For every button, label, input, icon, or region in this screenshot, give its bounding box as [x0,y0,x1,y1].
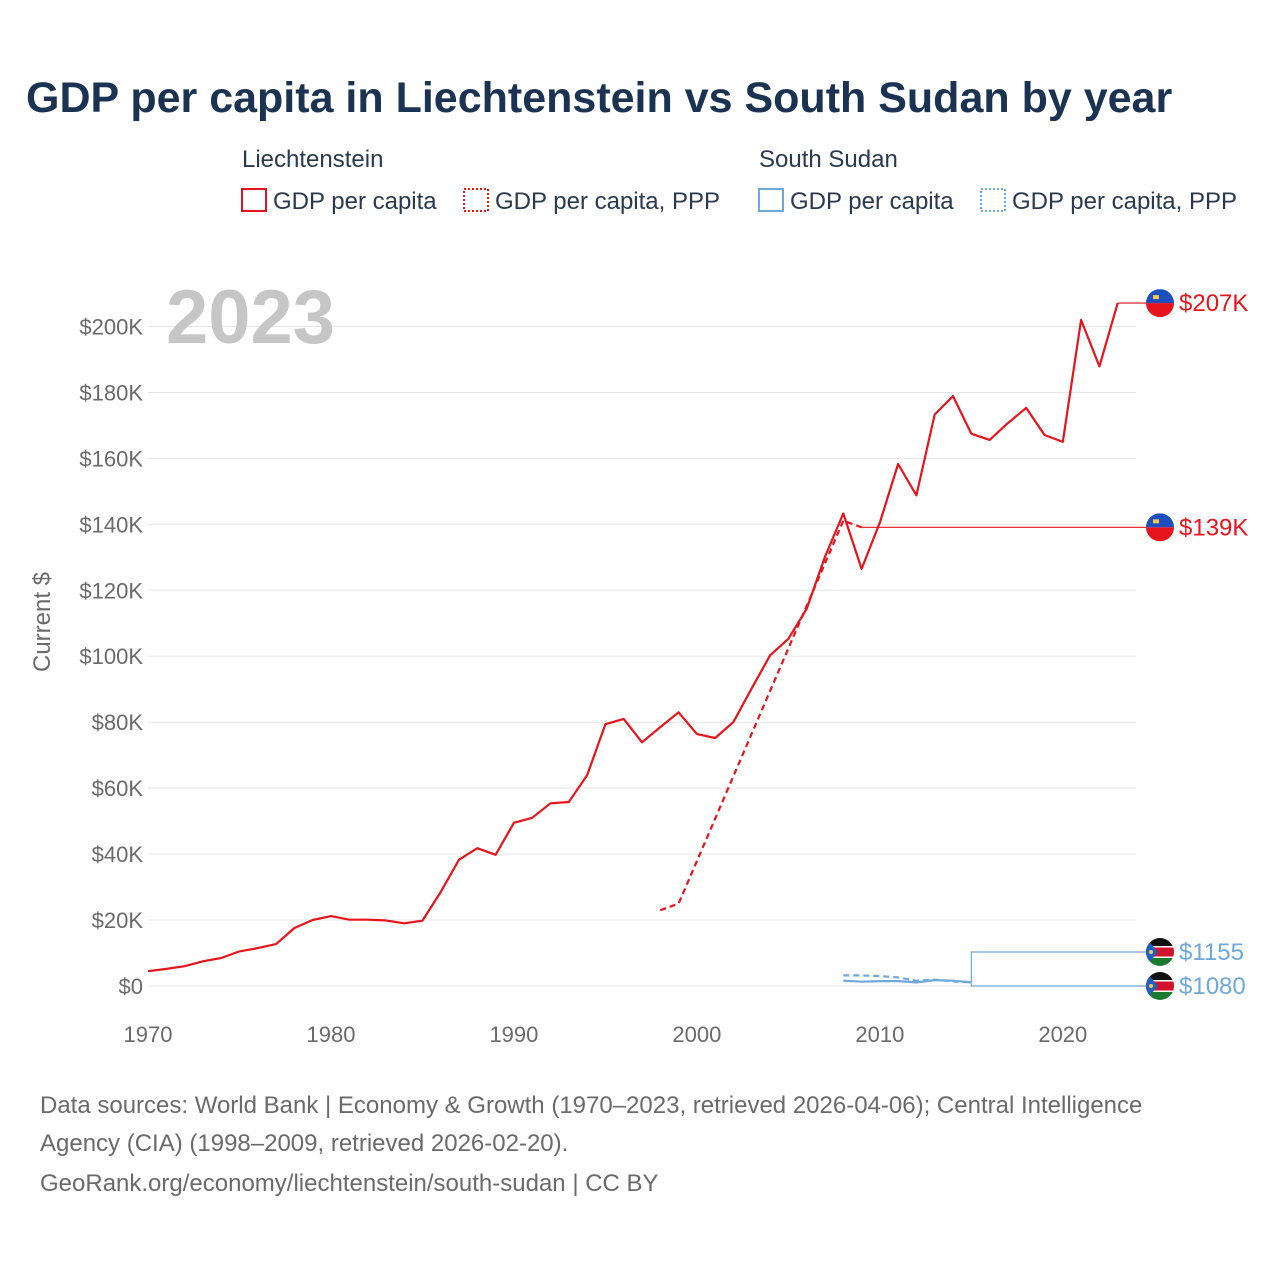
series-line-1[interactable] [659,519,862,912]
y-tick-label: $100K [79,644,143,669]
legend-swatch-south-sudan-ppp [980,188,1006,212]
source-line-1: Data sources: World Bank | Economy & Gro… [40,1092,1142,1119]
legend-item-south-sudan-ppp[interactable]: GDP per capita, PPP [1012,188,1237,215]
legend: Liechtenstein GDP per capita GDP per cap… [241,146,1237,215]
y-tick-labels: $0 $20K $40K $60K $80K $100K $120K $140K $160K $1… [79,314,143,999]
y-tick-label: $40K [92,842,144,867]
south-sudan-flag-icon [1146,938,1174,966]
y-tick-label: $180K [79,380,143,405]
legend-swatch-liechtenstein-ppp [463,188,489,212]
grid-layer [148,325,1136,987]
x-tick-label: 1970 [124,1022,173,1047]
end-value-label: $1080 [1179,973,1246,1000]
end-value-label: $139K [1179,514,1248,541]
y-tick-label: $80K [92,710,144,735]
y-tick-label: $60K [92,776,144,801]
y-tick-label: $120K [79,578,143,603]
label-connector [970,951,1146,983]
x-tick-label: 2010 [855,1022,904,1047]
y-tick-label: $140K [79,512,143,537]
chart-title: GDP per capita in Liechtenstein vs South… [26,74,1172,122]
x-tick-labels: 1970 1980 1990 2000 2010 2020 [124,1022,1088,1047]
end-labels: $207K $139K $1080 $1155 [1146,289,1248,1000]
legend-item-south-sudan-gdp[interactable]: GDP per capita [790,188,954,215]
end-value-label: $1155 [1179,939,1244,966]
x-tick-label: 2000 [672,1022,721,1047]
legend-item-liechtenstein-ppp[interactable]: GDP per capita, PPP [495,188,720,215]
legend-group-south-sudan: South Sudan [759,146,898,173]
series-layer [147,302,1146,987]
source-link[interactable]: GeoRank.org/economy/liechtenstein/south-… [40,1170,659,1197]
liechtenstein-flag-icon [1146,289,1174,318]
legend-group-liechtenstein: Liechtenstein [242,146,383,173]
legend-swatch-liechtenstein-gdp [241,188,267,212]
end-value-label: $207K [1179,290,1248,317]
x-tick-label: 1980 [306,1022,355,1047]
series-line-0[interactable] [147,302,1119,973]
source-line-2: Agency (CIA) (1998–2009, retrieved 2026-… [40,1130,568,1157]
x-tick-label: 2020 [1038,1022,1087,1047]
series-line-3[interactable] [843,974,972,984]
y-axis-title: Current $ [29,572,56,672]
y-tick-label: $20K [92,908,144,933]
legend-swatch-south-sudan-gdp [758,188,784,212]
y-tick-label: $200K [79,314,143,339]
x-tick-label: 1990 [489,1022,538,1047]
y-tick-label: $160K [79,446,143,471]
legend-item-liechtenstein-gdp[interactable]: GDP per capita [273,188,437,215]
year-watermark: 2023 [166,275,335,360]
label-connector [970,982,1146,987]
series-line-2[interactable] [843,979,972,984]
south-sudan-flag-icon [1146,972,1174,1000]
y-tick-label: $0 [119,974,143,999]
liechtenstein-flag-icon [1146,513,1174,542]
